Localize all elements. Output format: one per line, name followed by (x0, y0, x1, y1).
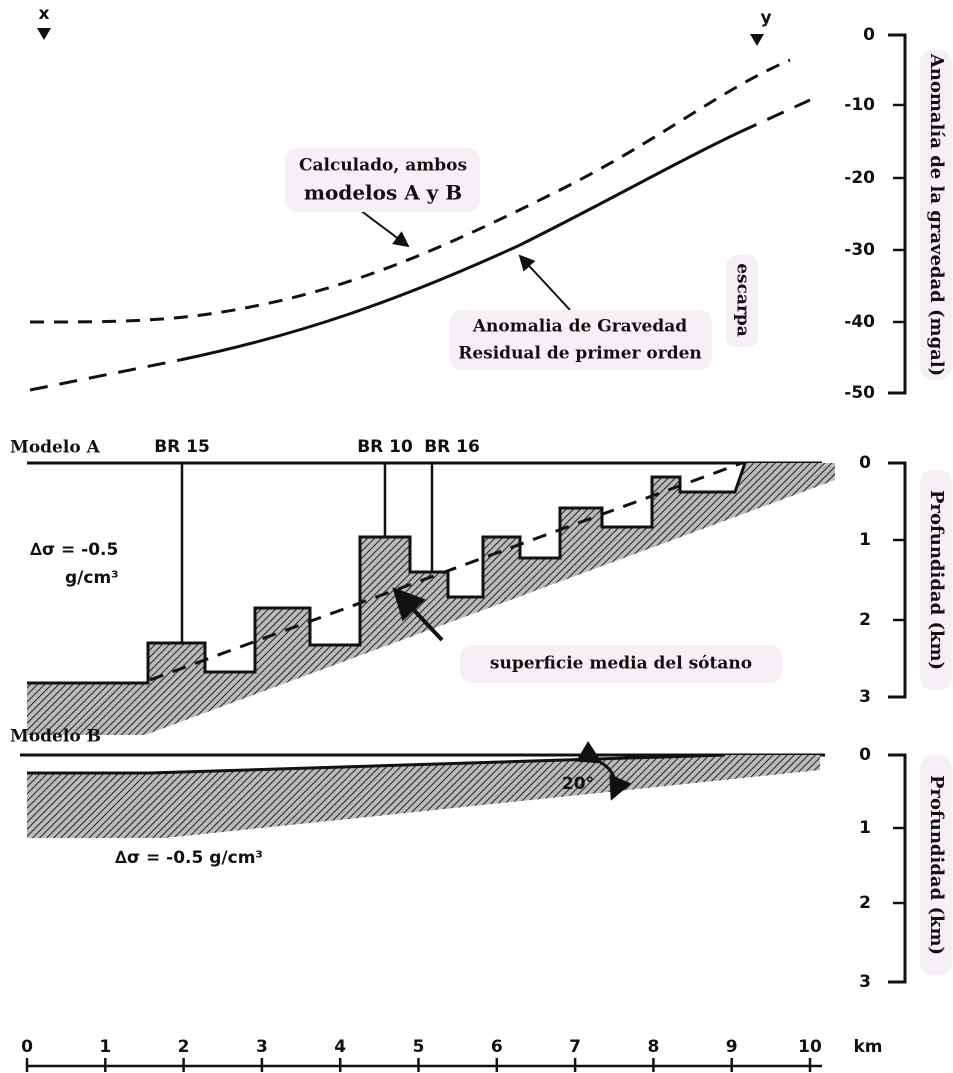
figure: x y Calculado, ambos modelos A y B Anoma… (0, 0, 953, 1073)
tick-label: 10 (798, 1037, 822, 1057)
tick-label: 3 (859, 687, 871, 707)
tick-label: 0 (863, 25, 875, 45)
tick-label: 1 (99, 1037, 111, 1057)
residual-curve-dash (30, 360, 180, 390)
residual-curve-dash (740, 100, 810, 132)
model-title: Modelo A (10, 438, 101, 458)
tick-label: 7 (569, 1037, 581, 1057)
tick-label: 0 (859, 453, 871, 473)
annotation: escarpa (733, 263, 753, 337)
ticks (893, 105, 905, 322)
axis (888, 755, 905, 982)
axis-label: Profundidad (km) (926, 490, 947, 670)
marker (750, 34, 764, 46)
tick-label: 2 (859, 893, 871, 913)
tick-label: 8 (647, 1037, 659, 1057)
annotation: Residual de primer orden (458, 344, 702, 364)
arrow (360, 210, 408, 246)
axis (888, 463, 905, 697)
tick-label: 0 (859, 745, 871, 765)
axis-label: Profundidad (km) (926, 775, 947, 955)
model-title: Modelo B (10, 727, 101, 747)
tick-label: 0 (21, 1037, 33, 1057)
tick-label: -50 (844, 383, 875, 403)
density-label: ∆σ = -0.5 g/cm³ (115, 848, 263, 868)
tick-label: -10 (844, 95, 875, 115)
tick-label: 5 (413, 1037, 425, 1057)
tick-label: 9 (726, 1037, 738, 1057)
x-unit: km (853, 1037, 882, 1057)
angle-label: 20° (562, 774, 594, 794)
density-label: ∆σ = -0.5 (30, 540, 118, 560)
basement (27, 755, 820, 838)
well-label: BR 10 (357, 437, 413, 457)
annotation: modelos A y B (304, 181, 462, 205)
density-label: g/cm³ (65, 568, 119, 588)
tick-label: -40 (844, 312, 875, 332)
tick-label: 1 (859, 818, 871, 838)
arrow (520, 256, 570, 310)
tick-label: 1 (859, 530, 871, 550)
x-axis: 0 1 2 3 4 5 6 7 8 9 10 (21, 1037, 822, 1072)
annotation: Anomalia de Gravedad (472, 317, 687, 337)
tick-label: 2 (178, 1037, 190, 1057)
tick-label: -30 (844, 240, 875, 260)
marker-label: y (760, 8, 771, 28)
tick-label: -20 (844, 168, 875, 188)
well-label: BR 16 (424, 437, 480, 457)
marker-label: x (39, 4, 50, 24)
tick-label: 2 (859, 610, 871, 630)
tick-label: 4 (334, 1037, 346, 1057)
annotation: superficie media del sótano (490, 654, 752, 674)
tick-label: 3 (859, 972, 871, 992)
axis-label: Anomalía de la gravedad (mgal) (926, 53, 947, 376)
well-label: BR 15 (154, 437, 210, 457)
tick-label: 3 (256, 1037, 268, 1057)
tick-label: 6 (491, 1037, 503, 1057)
marker (37, 28, 51, 40)
axis (888, 35, 905, 393)
annotation: Calculado, ambos (299, 156, 467, 176)
